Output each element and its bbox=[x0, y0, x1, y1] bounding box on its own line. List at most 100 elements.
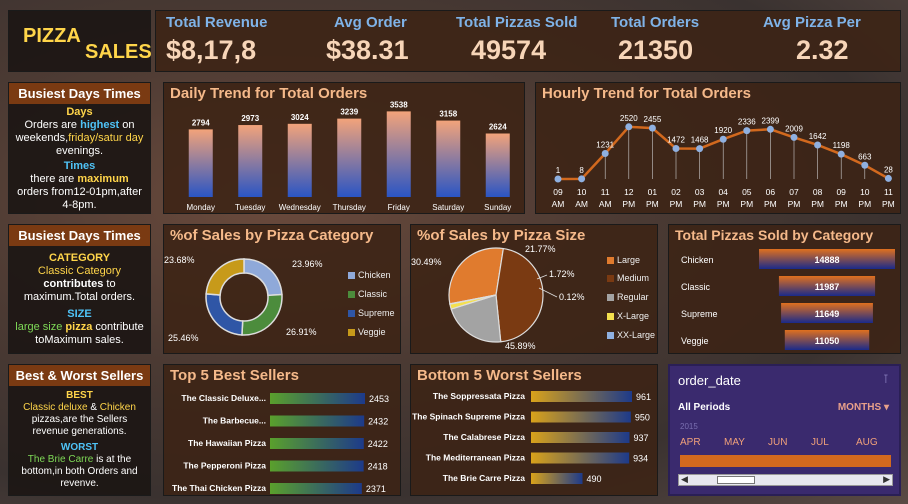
hourly-trend-panel: Hourly Trend for Total Orders 1 09 AM 8 10 AM… bbox=[535, 82, 901, 214]
pie-value-label: 45.89% bbox=[505, 341, 536, 351]
hourly-point bbox=[884, 174, 892, 182]
scroll-thumb[interactable] bbox=[717, 476, 755, 484]
chevron-down-icon: ▾ bbox=[883, 402, 889, 413]
legend-item: Supreme bbox=[348, 308, 395, 318]
month-label[interactable]: AUG bbox=[856, 437, 878, 448]
hourly-value-label: 28 bbox=[884, 165, 893, 174]
hourly-point bbox=[648, 124, 656, 132]
seller-value-label: 961 bbox=[636, 392, 651, 402]
daily-category-label: Sunday bbox=[484, 203, 511, 212]
seller-name-label: The Spinach Supreme Pizza bbox=[412, 412, 525, 422]
hourly-point bbox=[601, 150, 609, 158]
pie-value-label: 21.77% bbox=[525, 244, 556, 254]
worst-sellers-panel: Bottom 5 Worst Sellers The Soppressata P… bbox=[410, 364, 658, 496]
daily-category-label: Wednesday bbox=[279, 203, 321, 212]
worst-text: The Brie Carre is at the bottom,in both … bbox=[21, 454, 138, 489]
seller-value-label: 2453 bbox=[369, 394, 389, 404]
legend-item: Chicken bbox=[348, 270, 391, 280]
daily-trend-panel: Daily Trend for Total Orders 2794 Monday 2… bbox=[163, 82, 525, 214]
pie-value-label: 1.72% bbox=[549, 269, 575, 279]
best-sellers-title: Top 5 Best Sellers bbox=[170, 367, 299, 384]
kpi-label-total-orders: Total Orders bbox=[611, 14, 700, 31]
daily-bar bbox=[485, 133, 510, 197]
daily-bar bbox=[238, 125, 263, 197]
hourly-tick-label: PM bbox=[646, 199, 659, 209]
insight-body: Days Orders are highest on weekends,frid… bbox=[9, 104, 150, 214]
insight-body: BEST Classic deluxe & Chicken pizzas,are… bbox=[9, 386, 150, 492]
hourly-tick-label: PM bbox=[717, 199, 730, 209]
hourly-tick-label: 02 bbox=[671, 187, 681, 197]
pie-leader-line bbox=[538, 287, 558, 298]
daily-value-label: 3239 bbox=[340, 108, 358, 117]
hourly-tick-label: PM bbox=[858, 199, 871, 209]
order-date-slicer: order_date ⊺ All Periods MONTHS ▾ 2015 A… bbox=[668, 364, 901, 496]
pie-leader-line bbox=[536, 274, 548, 280]
kpi-value-pizzas-sold: 49574 bbox=[471, 35, 547, 65]
hourly-value-label: 1468 bbox=[691, 136, 709, 145]
category-pizzas-panel: Total Pizzas Sold by Category 14888 Chick… bbox=[668, 224, 901, 354]
daily-value-label: 2794 bbox=[192, 118, 210, 127]
hourly-point bbox=[625, 123, 633, 131]
category-text: Classic Category contributes to maximum.… bbox=[23, 265, 136, 303]
hourly-tick-label: 04 bbox=[718, 187, 728, 197]
pie-slice bbox=[450, 294, 502, 343]
slicer-unit-dropdown[interactable]: MONTHS ▾ bbox=[837, 402, 889, 413]
hourly-tick-label: 05 bbox=[742, 187, 752, 197]
seller-value-label: 490 bbox=[586, 474, 601, 484]
kpi-label-avg-pizza: Avg Pizza Per bbox=[763, 14, 861, 31]
days-heading: Days bbox=[66, 106, 93, 118]
category-pizzas-title: Total Pizzas Sold by Category bbox=[675, 227, 874, 243]
best-text: Classic deluxe & Chicken pizzas,are the … bbox=[23, 402, 136, 437]
seller-bar bbox=[270, 415, 365, 427]
month-label[interactable]: APR bbox=[680, 437, 701, 448]
hourly-value-label: 1642 bbox=[809, 132, 827, 141]
filter-icon[interactable]: ⊺ bbox=[882, 372, 889, 386]
seller-bar bbox=[531, 473, 583, 484]
legend-item: XX-Large bbox=[607, 330, 655, 340]
seller-value-label: 950 bbox=[635, 413, 650, 423]
seller-name-label: The Calabrese Pizza bbox=[443, 432, 525, 442]
legend-item: Medium bbox=[607, 273, 649, 283]
slicer-scrollbar[interactable]: ◀ ▶ bbox=[678, 474, 893, 486]
hourly-tick-label: 09 bbox=[553, 187, 563, 197]
kpi-label-revenue: Total Revenue bbox=[166, 14, 268, 31]
month-label[interactable]: JUN bbox=[768, 437, 788, 448]
funnel-category-label: Chicken bbox=[681, 255, 714, 265]
insight-category-size: Busiest Days Times CATEGORY Classic Cate… bbox=[8, 224, 151, 354]
pie-slice bbox=[448, 247, 505, 305]
daily-value-label: 3158 bbox=[439, 110, 457, 119]
hourly-point bbox=[790, 133, 798, 141]
times-text: there are maximum orders from12-01pm,aft… bbox=[17, 173, 142, 211]
daily-category-label: Monday bbox=[187, 203, 215, 212]
daily-value-label: 2624 bbox=[489, 122, 507, 131]
hourly-tick-label: PM bbox=[882, 199, 895, 209]
hourly-point bbox=[766, 125, 774, 133]
month-label[interactable]: JUL bbox=[811, 437, 829, 448]
month-label[interactable]: MAY bbox=[724, 437, 745, 448]
hourly-point bbox=[554, 175, 562, 183]
scroll-left-icon[interactable]: ◀ bbox=[681, 474, 688, 484]
hourly-value-label: 1 bbox=[556, 166, 561, 175]
slicer-months: APR MAY JUN JUL AUG bbox=[680, 437, 880, 451]
daily-bar bbox=[188, 129, 213, 197]
legend-item: X-Large bbox=[607, 311, 649, 321]
seller-value-label: 2432 bbox=[368, 417, 388, 427]
hourly-tick-label: PM bbox=[788, 199, 801, 209]
hourly-point bbox=[837, 150, 845, 158]
insight-head: Busiest Days Times bbox=[9, 225, 150, 246]
legend-item: Veggie bbox=[348, 327, 386, 337]
scroll-right-icon[interactable]: ▶ bbox=[883, 474, 890, 484]
donut-value-label: 23.96% bbox=[292, 259, 323, 269]
slicer-selection-bar[interactable] bbox=[680, 455, 891, 467]
pie-value-label: 0.12% bbox=[559, 292, 585, 302]
size-heading: SIZE bbox=[67, 308, 92, 320]
donut-slice bbox=[205, 293, 244, 336]
hourly-value-label: 2399 bbox=[762, 116, 780, 125]
kpi-label-avg-order: Avg Order bbox=[334, 14, 407, 31]
hourly-tick-label: PM bbox=[670, 199, 683, 209]
category-funnel-chart: 14888 Chicken 11987 Classic 11649 Supreme 1105… bbox=[681, 249, 895, 350]
kpi-value-total-orders: 21350 bbox=[618, 35, 694, 65]
hourly-tick-label: AM bbox=[552, 199, 565, 209]
seller-name-label: The Brie Carre Pizza bbox=[443, 473, 525, 483]
hourly-point bbox=[743, 127, 751, 135]
